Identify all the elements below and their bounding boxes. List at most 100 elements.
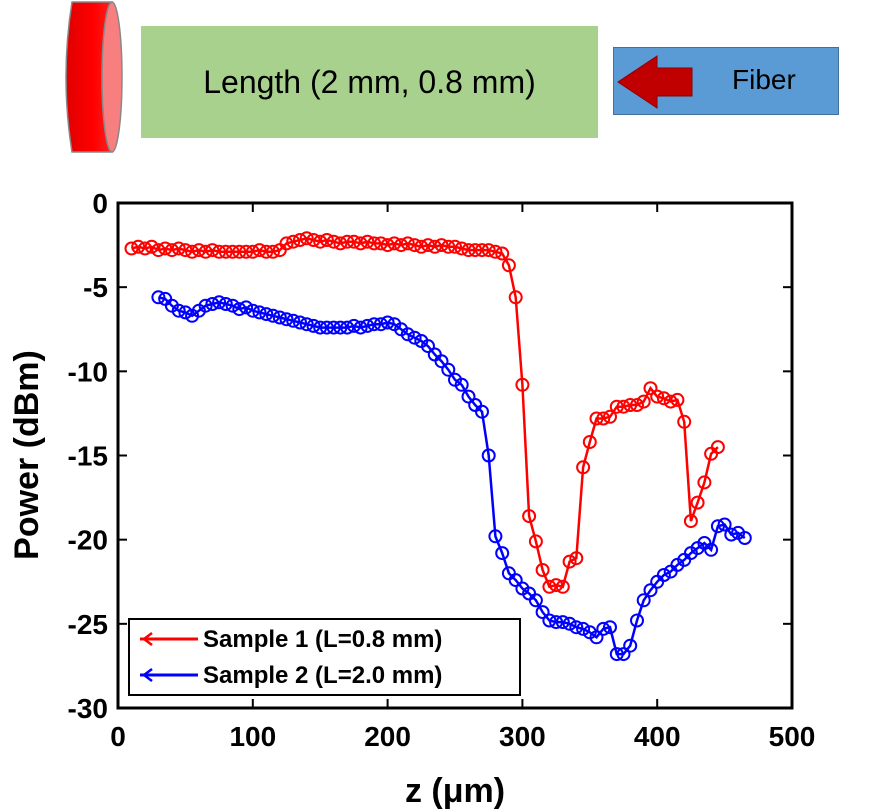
data-point	[636, 394, 651, 409]
data-point	[326, 320, 341, 335]
data-point	[448, 239, 462, 254]
data-point	[603, 409, 617, 424]
data-point	[245, 303, 260, 318]
disk-body	[65, 1, 113, 153]
data-point	[266, 308, 280, 323]
data-point	[380, 315, 395, 330]
data-point	[454, 377, 469, 392]
legend-box	[128, 618, 521, 696]
data-point	[454, 241, 469, 256]
data-point	[690, 495, 705, 510]
data-point	[683, 514, 698, 529]
x-tick-label: 100	[229, 721, 276, 752]
x-axis-label: z (μm)	[405, 772, 505, 810]
data-point	[346, 234, 361, 249]
data-point	[151, 243, 166, 258]
data-point	[144, 239, 159, 254]
data-point	[724, 527, 739, 542]
data-point	[286, 234, 301, 249]
data-point	[306, 233, 321, 247]
data-point	[434, 354, 449, 369]
data-point	[212, 295, 227, 310]
data-point	[596, 411, 611, 426]
legend: Sample 1 (L=0.8 mm) Sample 2 (L=2.0 mm)	[128, 618, 521, 696]
data-point	[286, 313, 301, 328]
legend-swatch-marker	[141, 632, 153, 646]
data-point	[313, 320, 328, 335]
data-point	[555, 579, 570, 594]
data-point	[481, 243, 496, 258]
data-point	[643, 583, 658, 598]
data-point	[225, 298, 240, 313]
series-1	[124, 231, 725, 594]
disk-face	[101, 1, 123, 153]
y-tick-label: -15	[68, 441, 108, 472]
data-point	[299, 317, 314, 332]
x-tick-label: 0	[110, 721, 126, 752]
data-point	[353, 236, 368, 251]
data-point	[737, 531, 752, 545]
data-point	[421, 238, 435, 253]
data-point	[569, 620, 584, 635]
data-point	[360, 234, 375, 249]
data-point	[131, 239, 146, 254]
data-point	[158, 241, 173, 256]
y-tick-label: 0	[92, 188, 108, 219]
y-axis-label: Power (dBm)	[8, 350, 46, 560]
data-point	[475, 404, 489, 419]
length-label: Length (2 mm, 0.8 mm)	[203, 63, 536, 100]
data-point	[259, 307, 274, 322]
data-point	[232, 244, 247, 259]
data-point	[198, 244, 213, 259]
data-point	[710, 440, 725, 455]
data-point	[151, 290, 166, 305]
data-point	[414, 239, 429, 254]
length-box: Length (2 mm, 0.8 mm)	[141, 26, 598, 138]
data-point	[670, 392, 685, 407]
data-point	[373, 317, 388, 332]
data-point	[609, 647, 624, 662]
power-chart: 0 100 200 300 400 500 0 -5 -10 -15 -20 -25 -30 z (μm…	[8, 188, 815, 810]
data-point	[299, 231, 314, 246]
data-point	[340, 234, 355, 249]
data-point	[434, 238, 449, 253]
data-point	[488, 244, 503, 259]
data-point	[212, 244, 227, 259]
data-point	[616, 399, 631, 414]
data-point	[333, 320, 348, 335]
y-tick-label: -20	[68, 525, 108, 556]
data-point	[555, 615, 570, 630]
data-point	[515, 377, 530, 392]
data-point	[394, 238, 409, 253]
data-point	[461, 389, 476, 404]
data-point	[178, 305, 193, 320]
data-point	[205, 243, 220, 258]
data-point	[218, 297, 233, 311]
y-tick-label: -25	[68, 609, 108, 640]
data-point	[441, 362, 456, 377]
data-point	[400, 327, 415, 342]
data-point	[407, 330, 422, 345]
data-point	[319, 320, 334, 335]
data-point	[387, 236, 402, 251]
data-point	[656, 568, 671, 582]
data-point	[535, 605, 550, 620]
legend-label-sample-2: Sample 2 (L=2.0 mm)	[203, 662, 442, 689]
data-point	[245, 244, 260, 259]
data-point	[616, 647, 631, 662]
data-point	[333, 236, 348, 251]
data-point	[353, 320, 368, 335]
data-point	[178, 243, 193, 258]
data-point	[185, 244, 200, 259]
data-point	[630, 398, 644, 412]
data-point	[508, 573, 523, 588]
data-point	[293, 315, 307, 330]
x-tick-label: 200	[364, 721, 411, 752]
data-point	[488, 529, 503, 544]
data-point	[528, 534, 543, 549]
data-point	[293, 233, 307, 247]
data-point	[501, 258, 516, 273]
data-point	[656, 391, 671, 406]
data-point	[522, 509, 537, 524]
data-point	[576, 621, 591, 636]
